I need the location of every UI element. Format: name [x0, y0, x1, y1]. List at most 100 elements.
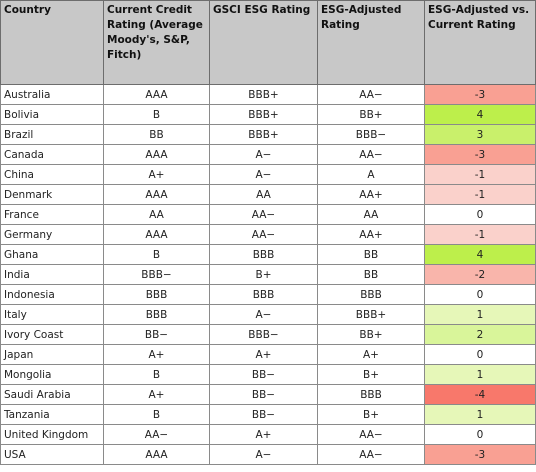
difference-cell: -3: [424, 84, 536, 105]
current-rating-cell: AAA: [103, 224, 210, 245]
header-gsci-esg-rating: GSCI ESG Rating: [209, 0, 318, 85]
table-row: China A+ A− A -1: [0, 164, 536, 185]
gsci-rating-cell: A−: [209, 304, 318, 325]
adjusted-rating-cell: AA−: [317, 84, 425, 105]
adjusted-rating-cell: AA−: [317, 424, 425, 445]
country-cell: Italy: [0, 304, 104, 325]
current-rating-cell: BBB: [103, 304, 210, 325]
gsci-rating-cell: B+: [209, 264, 318, 285]
adjusted-rating-cell: BB: [317, 264, 425, 285]
adjusted-rating-cell: BB+: [317, 324, 425, 345]
difference-cell: -3: [424, 444, 536, 465]
adjusted-rating-cell: B+: [317, 364, 425, 385]
country-cell: Ghana: [0, 244, 104, 265]
adjusted-rating-cell: AA−: [317, 444, 425, 465]
table-row: Saudi Arabia A+ BB− BBB -4: [0, 384, 536, 405]
current-rating-cell: AAA: [103, 144, 210, 165]
current-rating-cell: AAA: [103, 444, 210, 465]
gsci-rating-cell: BBB+: [209, 84, 318, 105]
current-rating-cell: A+: [103, 344, 210, 365]
country-cell: Japan: [0, 344, 104, 365]
current-rating-cell: B: [103, 244, 210, 265]
difference-cell: 0: [424, 424, 536, 445]
difference-cell: -3: [424, 144, 536, 165]
difference-cell: 1: [424, 304, 536, 325]
header-current-rating: Current Credit Rating (Average Moody's, …: [103, 0, 210, 85]
gsci-rating-cell: A+: [209, 424, 318, 445]
current-rating-cell: A+: [103, 384, 210, 405]
adjusted-rating-cell: AA+: [317, 224, 425, 245]
gsci-rating-cell: A−: [209, 164, 318, 185]
current-rating-cell: BBB−: [103, 264, 210, 285]
adjusted-rating-cell: AA: [317, 204, 425, 225]
table-row: Canada AAA A− AA− -3: [0, 144, 536, 165]
country-cell: Denmark: [0, 184, 104, 205]
current-rating-cell: AAA: [103, 84, 210, 105]
country-cell: Tanzania: [0, 404, 104, 425]
table-row: India BBB− B+ BB -2: [0, 264, 536, 285]
current-rating-cell: BB−: [103, 324, 210, 345]
table-row: Brazil BB BBB+ BBB− 3: [0, 124, 536, 145]
current-rating-cell: B: [103, 364, 210, 385]
country-cell: India: [0, 264, 104, 285]
difference-cell: 3: [424, 124, 536, 145]
current-rating-cell: B: [103, 404, 210, 425]
gsci-rating-cell: BBB+: [209, 104, 318, 125]
table-row: France AA AA− AA 0: [0, 204, 536, 225]
table-row: Indonesia BBB BBB BBB 0: [0, 284, 536, 305]
header-row: Country Current Credit Rating (Average M…: [0, 0, 536, 85]
header-country: Country: [0, 0, 104, 85]
difference-cell: -4: [424, 384, 536, 405]
country-cell: Mongolia: [0, 364, 104, 385]
difference-cell: 4: [424, 104, 536, 125]
adjusted-rating-cell: BBB: [317, 284, 425, 305]
country-cell: Saudi Arabia: [0, 384, 104, 405]
gsci-rating-cell: A+: [209, 344, 318, 365]
country-cell: USA: [0, 444, 104, 465]
gsci-rating-cell: AA: [209, 184, 318, 205]
adjusted-rating-cell: B+: [317, 404, 425, 425]
header-esg-difference: ESG-Adjusted vs. Current Rating: [424, 0, 536, 85]
current-rating-cell: AA: [103, 204, 210, 225]
difference-cell: -1: [424, 184, 536, 205]
current-rating-cell: AA−: [103, 424, 210, 445]
table-row: Mongolia B BB− B+ 1: [0, 364, 536, 385]
country-cell: Brazil: [0, 124, 104, 145]
gsci-rating-cell: BBB−: [209, 324, 318, 345]
table-row: Australia AAA BBB+ AA− -3: [0, 84, 536, 105]
gsci-rating-cell: BBB: [209, 284, 318, 305]
difference-cell: -2: [424, 264, 536, 285]
current-rating-cell: A+: [103, 164, 210, 185]
country-cell: Bolivia: [0, 104, 104, 125]
table-row: Bolivia B BBB+ BB+ 4: [0, 104, 536, 125]
adjusted-rating-cell: BBB+: [317, 304, 425, 325]
difference-cell: 4: [424, 244, 536, 265]
country-cell: France: [0, 204, 104, 225]
adjusted-rating-cell: BB+: [317, 104, 425, 125]
difference-cell: 1: [424, 364, 536, 385]
gsci-rating-cell: BB−: [209, 364, 318, 385]
table-row: Denmark AAA AA AA+ -1: [0, 184, 536, 205]
adjusted-rating-cell: A: [317, 164, 425, 185]
gsci-rating-cell: BBB: [209, 244, 318, 265]
gsci-rating-cell: A−: [209, 144, 318, 165]
table-row: United Kingdom AA− A+ AA− 0: [0, 424, 536, 445]
current-rating-cell: AAA: [103, 184, 210, 205]
current-rating-cell: BB: [103, 124, 210, 145]
difference-cell: 1: [424, 404, 536, 425]
gsci-rating-cell: BBB+: [209, 124, 318, 145]
header-esg-adjusted-rating: ESG-Adjusted Rating: [317, 0, 425, 85]
gsci-rating-cell: BB−: [209, 404, 318, 425]
table-row: Ivory Coast BB− BBB− BB+ 2: [0, 324, 536, 345]
gsci-rating-cell: BB−: [209, 384, 318, 405]
country-cell: Canada: [0, 144, 104, 165]
difference-cell: -1: [424, 164, 536, 185]
gsci-rating-cell: AA−: [209, 224, 318, 245]
current-rating-cell: BBB: [103, 284, 210, 305]
difference-cell: -1: [424, 224, 536, 245]
table-body: Australia AAA BBB+ AA− -3 Bolivia B BBB+ BB+ 4 Bra…: [0, 84, 536, 465]
table-row: USA AAA A− AA− -3: [0, 444, 536, 465]
table-row: Ghana B BBB BB 4: [0, 244, 536, 265]
country-cell: United Kingdom: [0, 424, 104, 445]
table-row: Tanzania B BB− B+ 1: [0, 404, 536, 425]
